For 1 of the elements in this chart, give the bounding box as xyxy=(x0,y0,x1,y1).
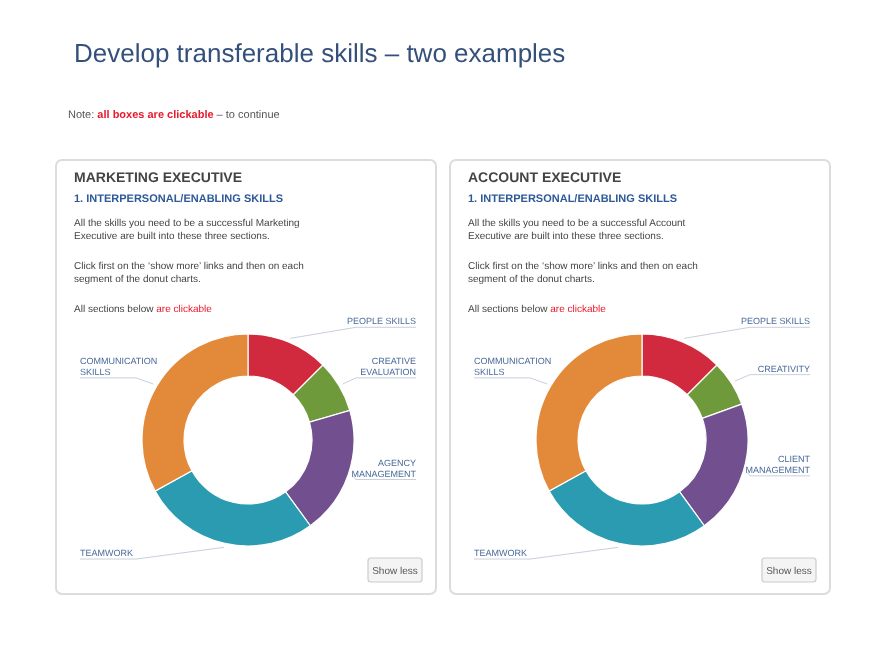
text: Develop transferable skills – two examples xyxy=(74,38,567,68)
